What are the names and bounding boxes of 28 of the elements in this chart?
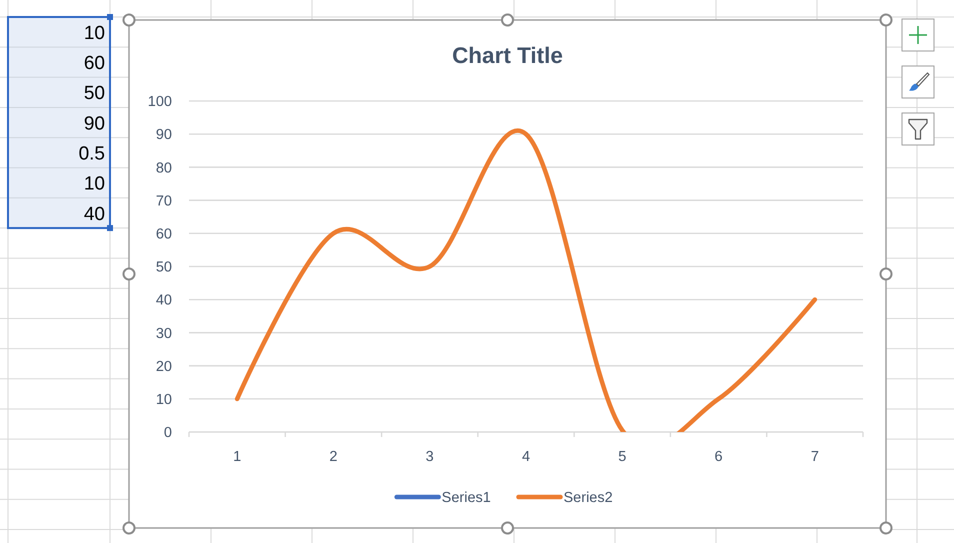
legend-label: Series2 <box>564 490 613 506</box>
x-tick-label: 5 <box>618 449 626 466</box>
y-tick-label: 50 <box>156 260 172 276</box>
y-tick-label: 0 <box>164 425 172 442</box>
y-tick-label: 10 <box>156 392 172 408</box>
y-tick-label: 20 <box>156 358 172 375</box>
legend-label: Series1 <box>442 490 491 506</box>
text: 90 <box>84 113 105 134</box>
chart-title: Chart Title <box>452 42 563 68</box>
x-tick-label: 1 <box>233 449 242 466</box>
text: 40 <box>84 204 105 225</box>
y-tick-label: 90 <box>156 127 172 144</box>
text: 0.5 <box>78 144 105 165</box>
x-tick-label: 4 <box>522 449 530 466</box>
text: 50 <box>84 83 105 104</box>
text: 60 <box>84 53 105 74</box>
y-tick-label: 40 <box>156 292 172 309</box>
x-tick-label: 2 <box>329 449 338 466</box>
x-tick-label: 6 <box>714 449 723 466</box>
y-tick-label: 80 <box>156 160 172 176</box>
text: 10 <box>84 22 105 44</box>
x-tick-label: 3 <box>426 449 434 466</box>
y-tick-label: 100 <box>148 94 172 110</box>
y-tick-label: 60 <box>156 226 172 242</box>
text: 10 <box>84 174 105 195</box>
x-tick-label: 7 <box>810 449 819 466</box>
y-tick-label: 70 <box>156 193 172 210</box>
y-tick-label: 30 <box>156 326 172 342</box>
